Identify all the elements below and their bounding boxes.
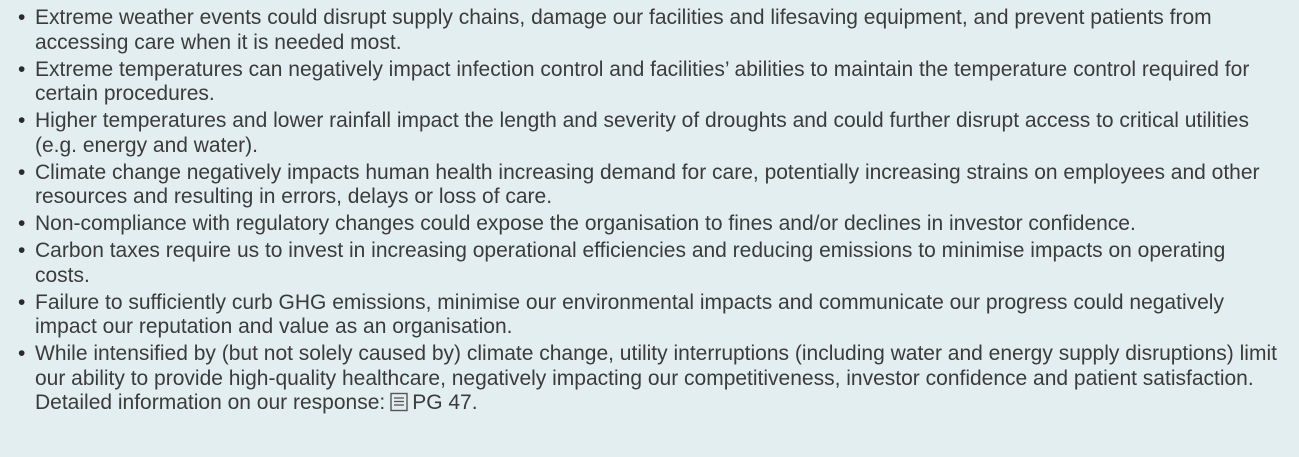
bullet-text: Failure to sufficiently curb GHG emissio…: [35, 290, 1224, 339]
bullet-item: While intensified by (but not solely cau…: [18, 342, 1279, 416]
bullet-text: Extreme weather events could disrupt sup…: [35, 6, 1212, 54]
bullet-text: Higher temperatures and lower rainfall i…: [35, 109, 1249, 157]
bullet-item: Failure to sufficiently curb GHG emissio…: [18, 291, 1279, 340]
bullet-text: Extreme temperatures can negatively impa…: [35, 57, 1250, 106]
bullet-item: Non-compliance with regulatory changes c…: [18, 212, 1279, 237]
bullet-item: Higher temperatures and lower rainfall i…: [18, 109, 1279, 158]
bullet-item: Extreme weather events could disrupt sup…: [18, 6, 1279, 55]
bullet-text: Non-compliance with regulatory changes c…: [35, 212, 1136, 235]
page-link[interactable]: PG 47.: [412, 391, 478, 414]
bullet-item: Carbon taxes require us to invest in inc…: [18, 239, 1279, 288]
bullet-list: Extreme weather events could disrupt sup…: [0, 0, 1299, 416]
bullet-text: Carbon taxes require us to invest in inc…: [35, 239, 1226, 287]
bullet-text: Climate change negatively impacts human …: [35, 160, 1260, 209]
bullet-text: While intensified by (but not solely cau…: [35, 342, 1277, 414]
page-icon: [390, 392, 408, 412]
bullet-item: Extreme temperatures can negatively impa…: [18, 58, 1279, 107]
page-reference[interactable]: PG 47.: [385, 391, 478, 414]
bullet-item: Climate change negatively impacts human …: [18, 161, 1279, 210]
